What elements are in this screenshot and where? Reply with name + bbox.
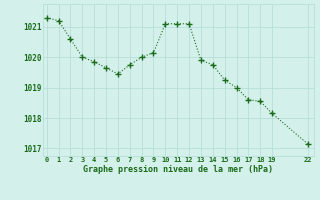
X-axis label: Graphe pression niveau de la mer (hPa): Graphe pression niveau de la mer (hPa) (84, 165, 273, 174)
